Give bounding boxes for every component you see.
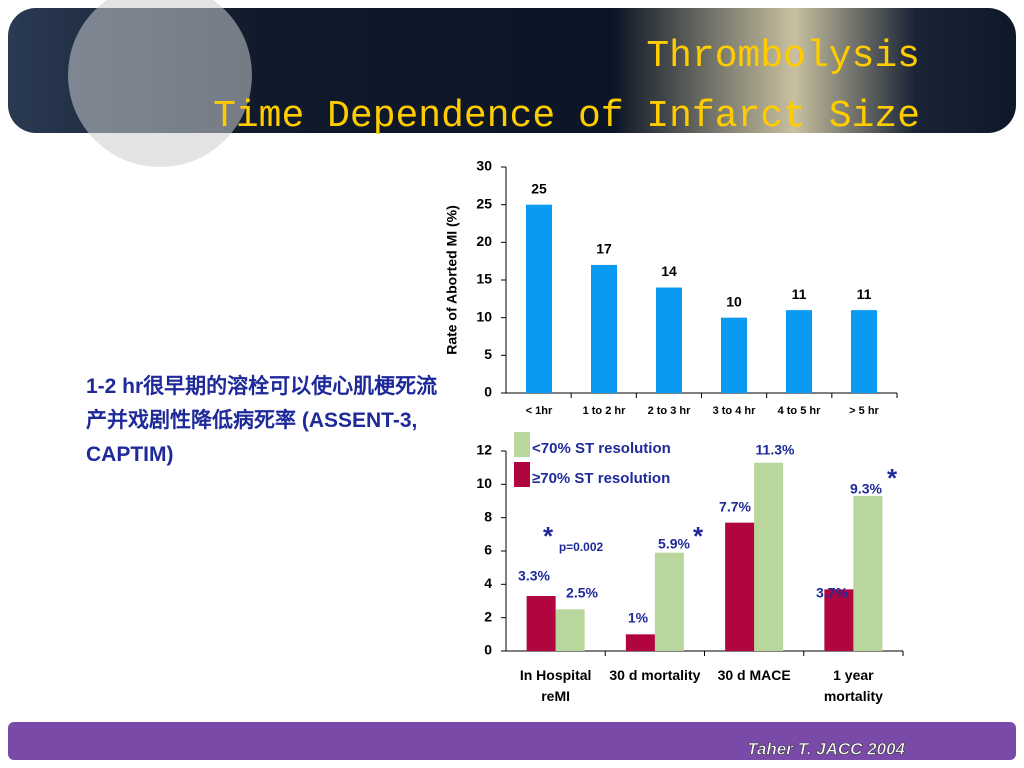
bar [591,264,617,393]
data-label: 2.5% [566,585,598,601]
data-label: 25 [531,180,547,196]
data-label: 1% [628,610,649,626]
y-tick-label: 8 [484,508,492,524]
data-label: 9.3% [850,481,882,497]
bar [786,310,812,393]
y-tick-label: 30 [476,158,492,174]
data-label: 14 [661,263,677,279]
annotation: * [543,521,554,551]
bar [721,317,747,393]
bar [754,462,784,651]
y-tick-label: 10 [476,308,492,324]
x-tick-label: 4 to 5 hr [778,405,822,417]
x-tick-label: > 5 hr [849,405,879,417]
bar [526,204,552,393]
data-label: 11 [792,286,807,302]
y-axis-label: Rate of Aborted MI (%) [444,205,460,355]
annotation: p=0.002 [559,540,604,554]
bar [526,596,556,651]
title-line: Thrombolysis [646,35,920,78]
y-tick-label: 0 [484,384,492,400]
y-tick-label: 6 [484,542,492,558]
y-tick-label: 12 [476,442,492,458]
y-tick-label: 2 [484,608,492,624]
y-tick-label: 10 [476,475,492,491]
bar [654,552,684,651]
y-tick-label: 4 [484,575,492,591]
x-tick-label: 2 to 3 hr [648,405,692,417]
bar [555,609,585,651]
body-text: 1-2 hr很早期的溶栓可以使心肌梗死流产并戏剧性降低病死率 (ASSENT-3… [86,375,438,466]
annotation: * [693,521,704,551]
y-tick-label: 0 [484,642,492,658]
bar [824,589,854,651]
y-tick-label: 25 [476,195,492,211]
data-label: 17 [596,241,612,257]
legend-label: <70% ST resolution [532,440,671,457]
x-tick-label: In Hospital reMI [519,667,592,704]
x-tick-label: 3 to 4 hr [713,405,757,417]
gauge-image [68,0,252,167]
data-label: 7.7% [719,499,751,515]
x-tick-label: 1 year mortality [823,667,883,704]
data-label: 11.3% [756,442,795,458]
x-tick-label: 30 d MACE [717,667,791,683]
legend-swatch [514,432,530,457]
x-tick-label: 30 d mortality [609,667,701,683]
citation: Taher T. JACC 2004 [747,739,905,758]
bar [853,496,883,651]
data-label: 10 [726,293,742,309]
y-tick-label: 5 [484,346,492,362]
data-label: 3.3% [518,568,550,584]
x-tick-label: < 1hr [526,405,553,417]
bar [725,522,755,651]
footer-band [8,722,1016,760]
legend-swatch [514,462,530,487]
bar [851,310,877,393]
data-label: 11 [857,286,872,302]
y-tick-label: 15 [476,271,492,287]
data-label: 3.7% [816,585,848,601]
legend-label: ≥70% ST resolution [532,470,670,487]
data-label: 5.9% [658,536,690,552]
title-line: Time Dependence of Infarct Size [213,95,920,138]
bar [625,634,655,651]
y-tick-label: 20 [476,233,492,249]
x-tick-label: 1 to 2 hr [583,405,627,417]
annotation: * [887,463,898,493]
header-band [8,8,1016,133]
bar [656,287,682,393]
